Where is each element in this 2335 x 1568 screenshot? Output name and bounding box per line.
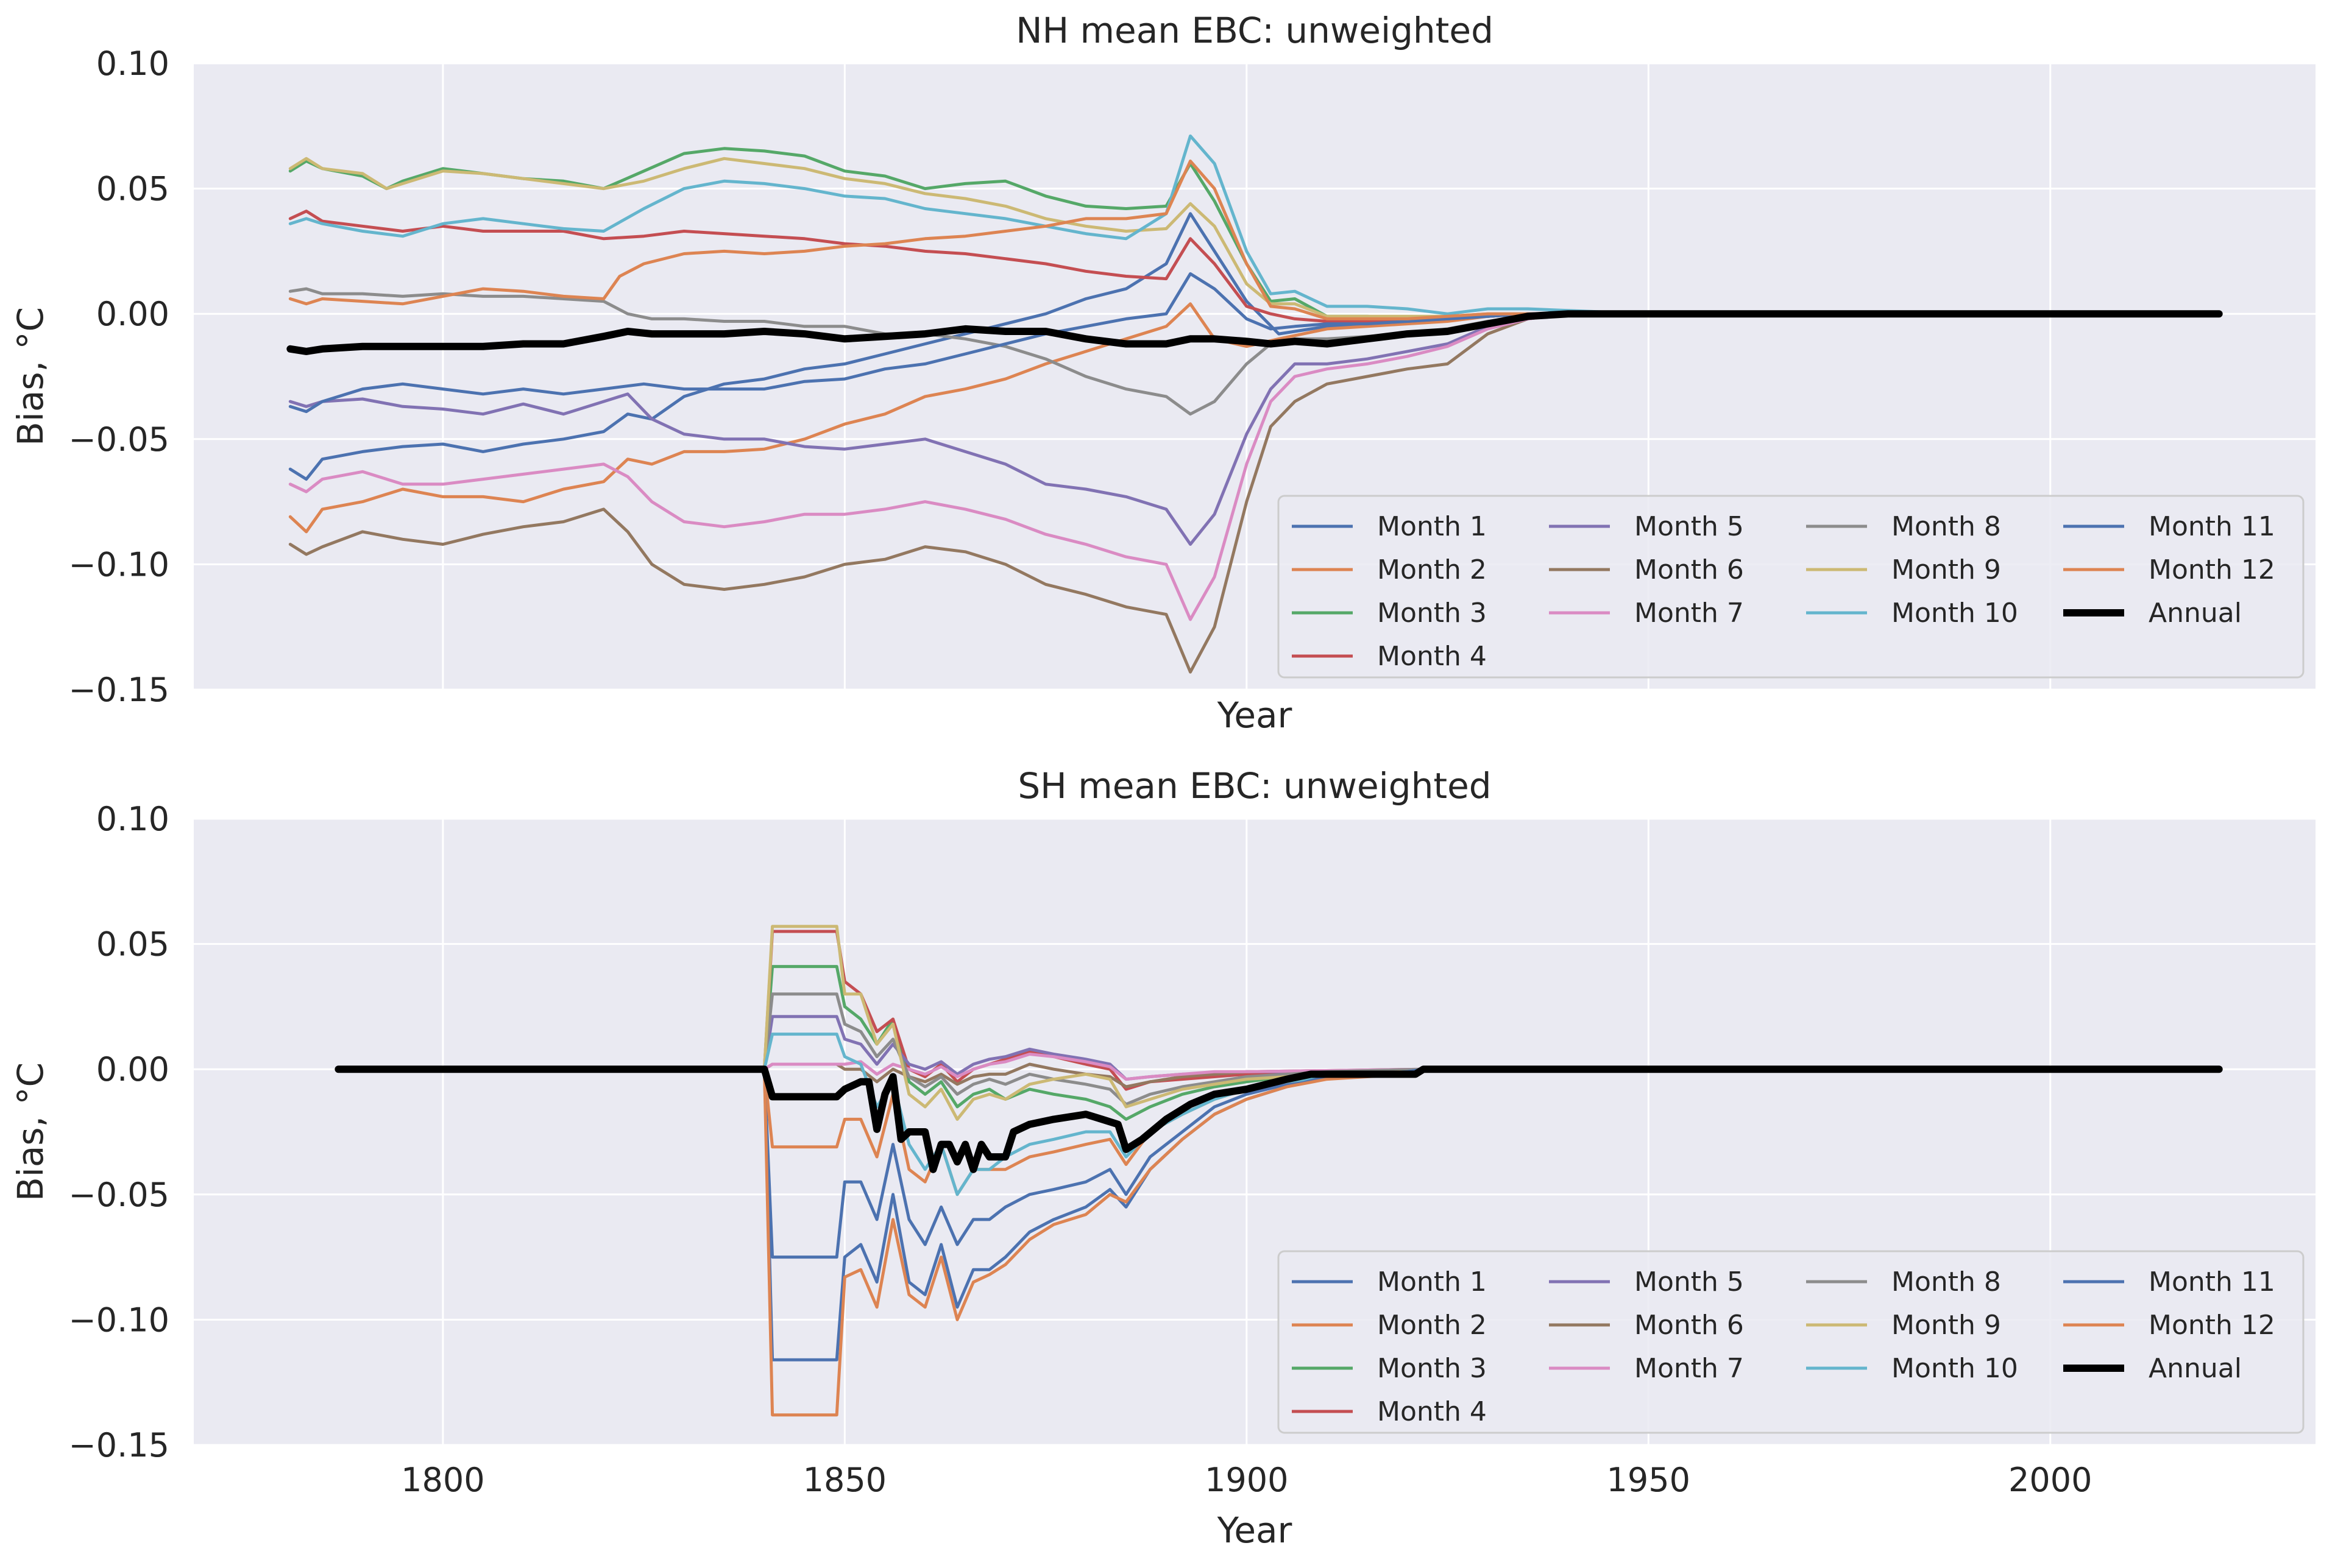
legend-label: Month 3 bbox=[1377, 598, 1487, 629]
series-line-month-7 bbox=[288, 312, 2221, 621]
legend-label: Month 6 bbox=[1634, 1310, 1744, 1341]
x-axis-label: Year bbox=[1217, 1510, 1292, 1551]
y-tick-label: 0.05 bbox=[96, 925, 169, 964]
y-axis-label: Bias, °C bbox=[10, 1062, 51, 1201]
series-line-month-5 bbox=[288, 312, 2221, 546]
legend-label: Month 10 bbox=[1891, 1353, 2018, 1384]
panel-1: 0.10 0.05 0.00 −0.05 −0.10 −0.15 NH mean EBC: … bbox=[10, 10, 2316, 736]
x-tick-label: 1950 bbox=[1607, 1461, 1690, 1499]
y-tick-label: −0.15 bbox=[69, 671, 169, 709]
y-tick-label: −0.10 bbox=[69, 1301, 169, 1339]
y-tick-label: −0.15 bbox=[69, 1426, 169, 1464]
legend: Month 1 Month 2 Month 3 Month 4 Month 5 Month… bbox=[1277, 1250, 2305, 1434]
series-line-month-12 bbox=[288, 159, 2221, 320]
legend-label: Month 2 bbox=[1377, 554, 1487, 585]
x-tick-label: 2000 bbox=[2008, 1461, 2092, 1499]
series-line-month-6 bbox=[288, 312, 2221, 674]
legend-label: Month 4 bbox=[1377, 1396, 1487, 1427]
y-tick-label: −0.05 bbox=[69, 420, 169, 459]
panel-2: 0.10 0.05 0.00 −0.05 −0.10 −0.15 1800 1850 1900 1… bbox=[10, 765, 2316, 1551]
legend-label: Month 5 bbox=[1634, 511, 1744, 542]
legend-label: Month 4 bbox=[1377, 641, 1487, 672]
y-tick-label: 0.00 bbox=[96, 1050, 169, 1089]
series-line-month-8 bbox=[336, 992, 2221, 1106]
y-tick-label: 0.05 bbox=[96, 170, 169, 208]
legend-label: Month 12 bbox=[2149, 1310, 2275, 1341]
legend-label: Month 7 bbox=[1634, 598, 1744, 629]
legend-label: Month 8 bbox=[1891, 1266, 2001, 1298]
legend-label: Month 11 bbox=[2149, 1266, 2275, 1298]
x-tick-label: 1850 bbox=[803, 1461, 887, 1499]
legend-label: Month 12 bbox=[2149, 554, 2275, 585]
y-tick-label: −0.05 bbox=[69, 1176, 169, 1214]
series-line-month-1 bbox=[336, 1067, 2221, 1259]
series-line-month-2 bbox=[288, 302, 2221, 534]
series-line-month-11 bbox=[288, 272, 2221, 414]
series-line-month-9 bbox=[288, 157, 2221, 318]
legend-label: Month 5 bbox=[1634, 1266, 1744, 1298]
legend-label: Month 11 bbox=[2149, 511, 2275, 542]
series-line-month-12 bbox=[336, 1067, 2221, 1417]
chart-title: SH mean EBC: unweighted bbox=[1018, 765, 1491, 807]
legend-label: Month 10 bbox=[1891, 598, 2018, 629]
series-line-month-4 bbox=[288, 210, 2221, 323]
legend-label: Annual bbox=[2149, 1353, 2242, 1384]
legend-label: Annual bbox=[2149, 598, 2242, 629]
legend-label: Month 8 bbox=[1891, 511, 2001, 542]
y-tick-label: 0.10 bbox=[96, 800, 169, 838]
x-tick-label: 1800 bbox=[401, 1461, 484, 1499]
series-line-month-9 bbox=[336, 925, 2221, 1121]
legend-frame bbox=[1277, 1250, 2305, 1434]
legend: Month 1 Month 2 Month 3 Month 4 Month 5 Month… bbox=[1277, 495, 2305, 679]
series-line-annual bbox=[286, 310, 2223, 355]
y-tick-label: −0.10 bbox=[69, 545, 169, 584]
series-line-month-10 bbox=[288, 134, 2221, 316]
legend-label: Month 3 bbox=[1377, 1353, 1487, 1384]
legend-label: Month 6 bbox=[1634, 554, 1744, 585]
legend-label: Month 9 bbox=[1891, 1310, 2001, 1341]
y-axis-label: Bias, °C bbox=[10, 307, 51, 446]
y-tick-label: 0.00 bbox=[96, 295, 169, 333]
legend-label: Month 7 bbox=[1634, 1353, 1744, 1384]
x-tick-label: 1900 bbox=[1205, 1461, 1288, 1499]
legend-label: Month 1 bbox=[1377, 511, 1487, 542]
series-line-annual bbox=[335, 1065, 2223, 1173]
series-line-month-6 bbox=[336, 1062, 2221, 1089]
legend-label: Month 9 bbox=[1891, 554, 2001, 585]
chart-title: NH mean EBC: unweighted bbox=[1016, 10, 1493, 51]
y-tick-label: 0.10 bbox=[96, 44, 169, 83]
series-line-month-7 bbox=[336, 1053, 2221, 1081]
legend-label: Month 1 bbox=[1377, 1266, 1487, 1298]
x-axis-label: Year bbox=[1217, 694, 1292, 736]
legend-frame bbox=[1277, 495, 2305, 679]
legend-label: Month 2 bbox=[1377, 1310, 1487, 1341]
